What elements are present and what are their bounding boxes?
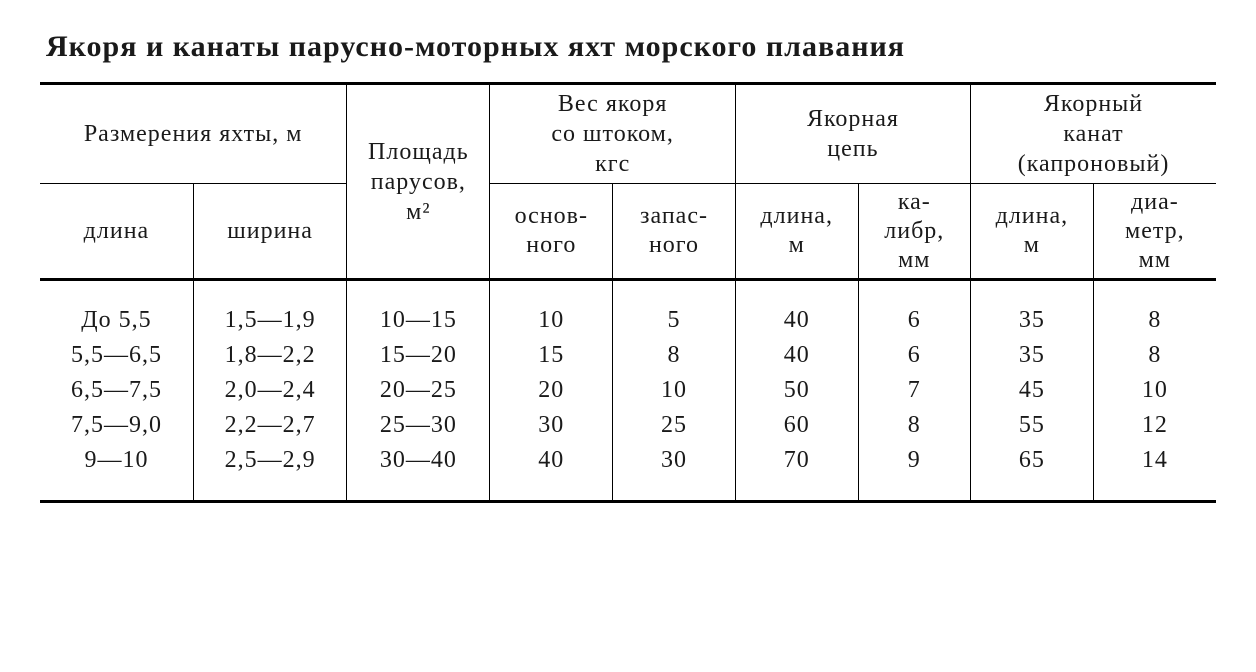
cell-wt-main: 10 xyxy=(490,280,613,339)
table-row: 5,5—6,51,8—2,215—20158406358 xyxy=(40,338,1216,373)
cell-chain-len: 40 xyxy=(735,280,858,339)
cell-width: 1,8—2,2 xyxy=(193,338,346,373)
cell-length: 7,5—9,0 xyxy=(40,408,193,443)
cell-wt-reserve: 8 xyxy=(613,338,736,373)
header-chain: Якорнаяцепь xyxy=(735,84,970,184)
cell-sail-area: 30—40 xyxy=(347,443,490,502)
cell-chain-cal: 8 xyxy=(858,408,970,443)
cell-rope-dia: 8 xyxy=(1093,280,1216,339)
cell-rope-dia: 12 xyxy=(1093,408,1216,443)
cell-length: До 5,5 xyxy=(40,280,193,339)
cell-chain-cal: 7 xyxy=(858,373,970,408)
cell-wt-main: 30 xyxy=(490,408,613,443)
cell-width: 2,5—2,9 xyxy=(193,443,346,502)
cell-chain-cal: 9 xyxy=(858,443,970,502)
cell-rope-len: 65 xyxy=(971,443,1094,502)
cell-wt-main: 40 xyxy=(490,443,613,502)
header-sail-area: Площадьпарусов,м² xyxy=(347,84,490,280)
cell-chain-cal: 6 xyxy=(858,338,970,373)
cell-rope-len: 45 xyxy=(971,373,1094,408)
cell-rope-dia: 14 xyxy=(1093,443,1216,502)
anchor-table: Размерения яхты, м Площадьпарусов,м² Вес… xyxy=(40,82,1216,503)
cell-rope-dia: 8 xyxy=(1093,338,1216,373)
table-body: До 5,51,5—1,910—151054063585,5—6,51,8—2,… xyxy=(40,280,1216,502)
header-width: ширина xyxy=(193,184,346,280)
header-wt-reserve: запас-ного xyxy=(613,184,736,280)
header-anchor-weight: Вес якорясо штоком,кгс xyxy=(490,84,735,184)
header-wt-main: основ-ного xyxy=(490,184,613,280)
cell-sail-area: 10—15 xyxy=(347,280,490,339)
cell-sail-area: 25—30 xyxy=(347,408,490,443)
cell-chain-len: 70 xyxy=(735,443,858,502)
page: Якоря и канаты парусно-моторных яхт морс… xyxy=(40,30,1216,503)
cell-sail-area: 15—20 xyxy=(347,338,490,373)
table-row: 6,5—7,52,0—2,420—2520105074510 xyxy=(40,373,1216,408)
cell-wt-reserve: 25 xyxy=(613,408,736,443)
cell-rope-dia: 10 xyxy=(1093,373,1216,408)
header-dimensions: Размерения яхты, м xyxy=(40,84,347,184)
cell-wt-main: 15 xyxy=(490,338,613,373)
cell-rope-len: 55 xyxy=(971,408,1094,443)
cell-width: 2,2—2,7 xyxy=(193,408,346,443)
cell-wt-main: 20 xyxy=(490,373,613,408)
table-title: Якоря и канаты парусно-моторных яхт морс… xyxy=(46,30,1216,64)
header-chain-len: длина,м xyxy=(735,184,858,280)
cell-chain-cal: 6 xyxy=(858,280,970,339)
cell-length: 5,5—6,5 xyxy=(40,338,193,373)
table-row: 9—102,5—2,930—4040307096514 xyxy=(40,443,1216,502)
cell-length: 6,5—7,5 xyxy=(40,373,193,408)
header-rope-dia: диа-метр,мм xyxy=(1093,184,1216,280)
cell-rope-len: 35 xyxy=(971,280,1094,339)
cell-wt-reserve: 30 xyxy=(613,443,736,502)
cell-width: 2,0—2,4 xyxy=(193,373,346,408)
header-length: длина xyxy=(40,184,193,280)
cell-length: 9—10 xyxy=(40,443,193,502)
cell-chain-len: 40 xyxy=(735,338,858,373)
cell-rope-len: 35 xyxy=(971,338,1094,373)
cell-wt-reserve: 10 xyxy=(613,373,736,408)
header-chain-cal: ка-либр,мм xyxy=(858,184,970,280)
cell-sail-area: 20—25 xyxy=(347,373,490,408)
cell-chain-len: 50 xyxy=(735,373,858,408)
cell-wt-reserve: 5 xyxy=(613,280,736,339)
header-rope-len: длина,м xyxy=(971,184,1094,280)
header-rope: Якорныйканат(капроновый) xyxy=(971,84,1216,184)
table-row: 7,5—9,02,2—2,725—3030256085512 xyxy=(40,408,1216,443)
cell-width: 1,5—1,9 xyxy=(193,280,346,339)
cell-chain-len: 60 xyxy=(735,408,858,443)
table-header: Размерения яхты, м Площадьпарусов,м² Вес… xyxy=(40,84,1216,280)
table-row: До 5,51,5—1,910—15105406358 xyxy=(40,280,1216,339)
